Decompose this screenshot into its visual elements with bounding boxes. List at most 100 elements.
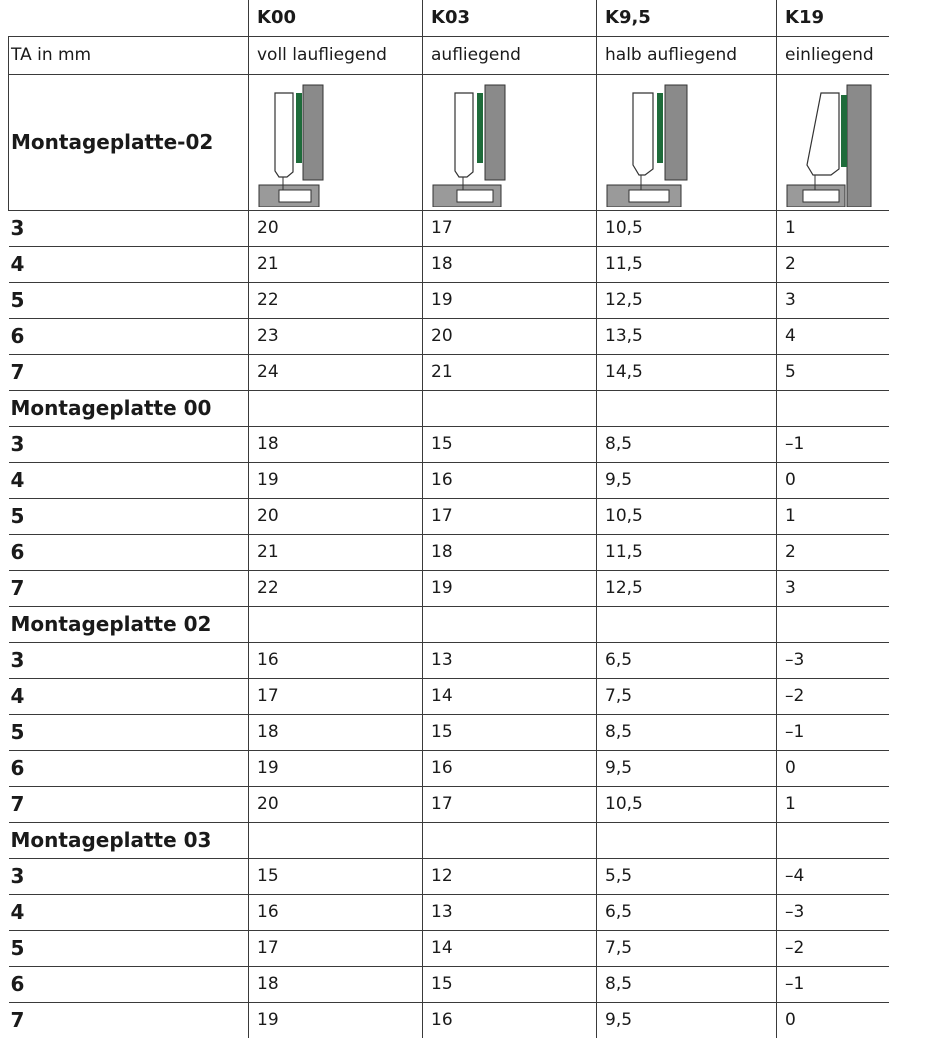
section-header-row: Montageplatte 03 — [8, 822, 889, 859]
k03-value: 20 — [422, 318, 597, 355]
ta-value: 6 — [8, 966, 249, 1003]
k19-value: –2 — [776, 930, 889, 967]
ta-value: 4 — [8, 462, 249, 499]
empty-cell — [422, 606, 597, 643]
page: K00 K03 K9,5 K19 TA in mm voll laufliege… — [8, 0, 889, 1038]
k19-value: –1 — [776, 966, 889, 1003]
k9-5-value: 11,5 — [596, 246, 777, 283]
type-label: einliegend — [776, 35, 889, 75]
empty-cell — [248, 606, 423, 643]
table-row: 6 23 20 13,5 4 — [8, 318, 889, 355]
table-row: 3 20 17 10,5 1 — [8, 210, 889, 247]
table-row: 4 17 14 7,5 –2 — [8, 678, 889, 715]
section-title: Montageplatte 03 — [8, 822, 249, 859]
table-row: 5 20 17 10,5 1 — [8, 498, 889, 535]
k9-5-value: 9,5 — [596, 462, 777, 499]
k00-value: 19 — [248, 750, 423, 787]
ta-value: 4 — [8, 246, 249, 283]
k19-value: –4 — [776, 858, 889, 895]
k03-value: 17 — [422, 210, 597, 247]
k9-5-value: 5,5 — [596, 858, 777, 895]
hinge-offset-table: K00 K03 K9,5 K19 TA in mm voll laufliege… — [8, 0, 889, 1038]
k9-5-value: 12,5 — [596, 282, 777, 319]
ta-value: 6 — [8, 750, 249, 787]
k00-value: 16 — [248, 894, 423, 931]
k19-value: 4 — [776, 318, 889, 355]
k00-value: 15 — [248, 858, 423, 895]
k9-5-value: 6,5 — [596, 642, 777, 679]
empty-cell — [596, 606, 777, 643]
k00-value: 18 — [248, 966, 423, 1003]
table-row: 7 20 17 10,5 1 — [8, 786, 889, 823]
k19-value: –3 — [776, 894, 889, 931]
k19-value: 0 — [776, 462, 889, 499]
k9-5-value: 8,5 — [596, 966, 777, 1003]
k19-value: –1 — [776, 426, 889, 463]
k03-value: 15 — [422, 966, 597, 1003]
k03-value: 19 — [422, 282, 597, 319]
k03-value: 14 — [422, 930, 597, 967]
k00-value: 20 — [248, 786, 423, 823]
k19-value: 1 — [776, 498, 889, 535]
k00-value: 17 — [248, 930, 423, 967]
k9-5-value: 10,5 — [596, 786, 777, 823]
empty-cell — [776, 822, 889, 859]
k9-5-value: 10,5 — [596, 498, 777, 535]
empty-cell — [776, 606, 889, 643]
ta-value: 4 — [8, 678, 249, 715]
k00-value: 22 — [248, 282, 423, 319]
ta-value: 3 — [8, 642, 249, 679]
ta-value: 7 — [8, 570, 249, 607]
empty-cell — [248, 822, 423, 859]
ta-value: 3 — [8, 426, 249, 463]
k19-value: 0 — [776, 750, 889, 787]
ta-value: 7 — [8, 786, 249, 823]
header-k19: K19 — [776, 0, 889, 36]
hinge-half-overlay-icon — [596, 74, 777, 211]
hinge-overlay-icon — [422, 74, 597, 211]
type-label: halb aufliegend — [596, 35, 777, 75]
ta-value: 5 — [8, 498, 249, 535]
k00-value: 20 — [248, 498, 423, 535]
k03-value: 17 — [422, 786, 597, 823]
k00-value: 23 — [248, 318, 423, 355]
image-row: Montageplatte-02 — [8, 74, 889, 211]
table-row: 7 22 19 12,5 3 — [8, 570, 889, 607]
k03-value: 12 — [422, 858, 597, 895]
k9-5-value: 7,5 — [596, 930, 777, 967]
k19-value: 3 — [776, 570, 889, 607]
ta-value: 5 — [8, 930, 249, 967]
k19-value: 0 — [776, 1002, 889, 1038]
k9-5-value: 8,5 — [596, 426, 777, 463]
k00-value: 21 — [248, 534, 423, 571]
table-row: 7 19 16 9,5 0 — [9, 1002, 889, 1038]
empty-cell — [422, 822, 597, 859]
header-k00: K00 — [248, 0, 423, 36]
ta-value: 5 — [8, 282, 249, 319]
k03-value: 19 — [422, 570, 597, 607]
k9-5-value: 6,5 — [596, 894, 777, 931]
table-row: 6 19 16 9,5 0 — [8, 750, 889, 787]
k03-value: 13 — [422, 642, 597, 679]
k9-5-value: 9,5 — [596, 1002, 777, 1038]
k03-value: 16 — [422, 462, 597, 499]
k03-value: 15 — [422, 714, 597, 751]
k19-value: 2 — [776, 246, 889, 283]
section-title: Montageplatte 00 — [8, 390, 249, 427]
table-row: 6 21 18 11,5 2 — [8, 534, 889, 571]
mounting-plate-label: Montageplatte-02 — [8, 74, 249, 211]
section-header-row: Montageplatte 00 — [8, 390, 889, 427]
header-blank — [9, 0, 249, 36]
k00-value: 18 — [248, 714, 423, 751]
type-label: aufliegend — [422, 35, 597, 75]
k19-value: –3 — [776, 642, 889, 679]
header-k03: K03 — [422, 0, 597, 36]
hinge-inset-icon — [776, 74, 889, 211]
table-row: 3 16 13 6,5 –3 — [8, 642, 889, 679]
table-row: 5 17 14 7,5 –2 — [8, 930, 889, 967]
k03-value: 18 — [422, 246, 597, 283]
k19-value: –2 — [776, 678, 889, 715]
k00-value: 17 — [248, 678, 423, 715]
ta-value: 7 — [10, 1008, 25, 1033]
k9-5-value: 14,5 — [596, 354, 777, 391]
